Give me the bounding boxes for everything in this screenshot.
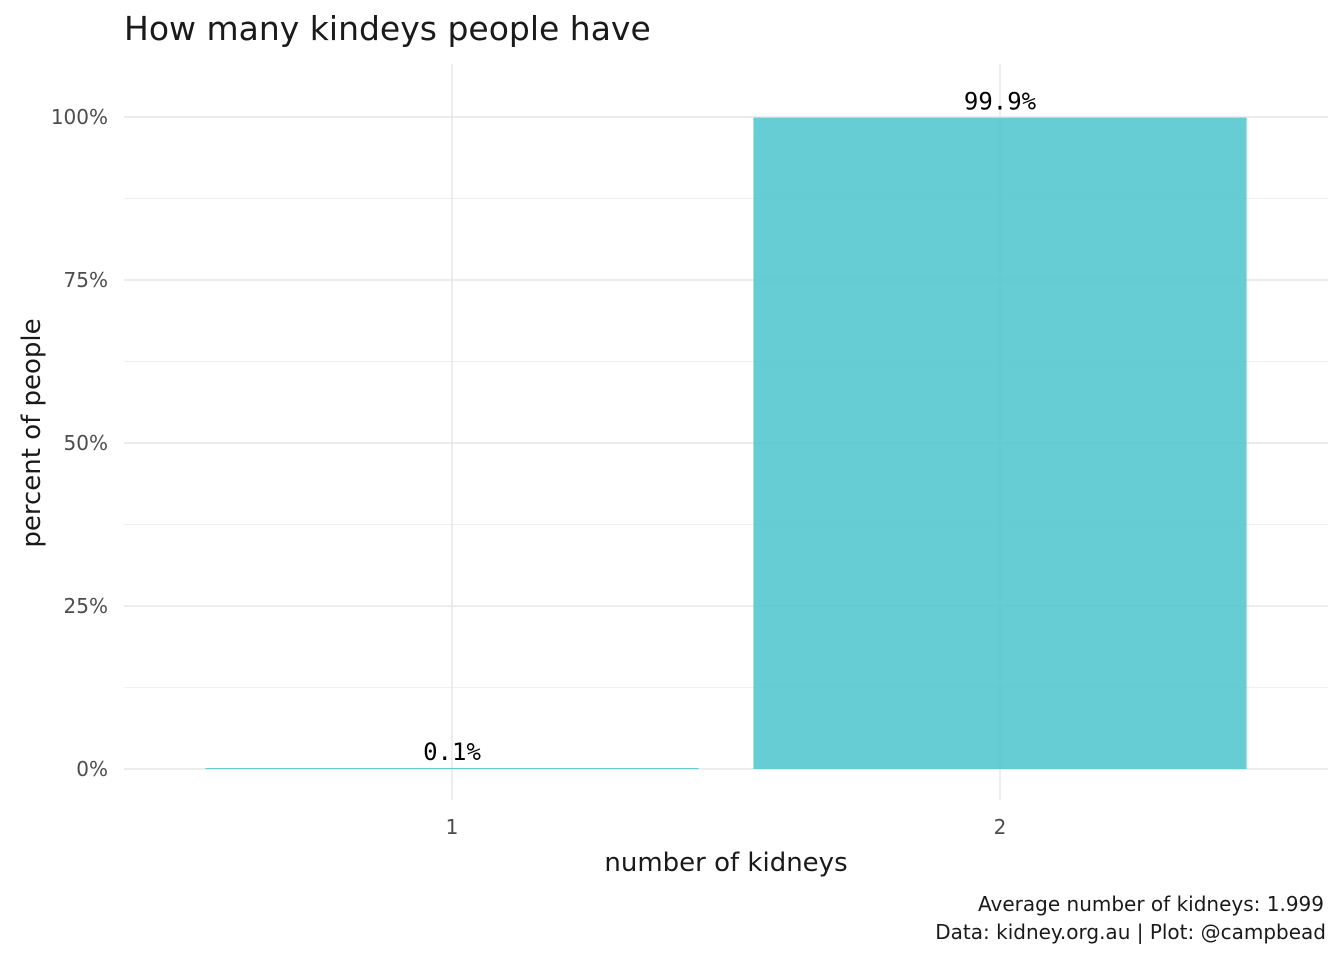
x-tick-label: 2 [994, 815, 1007, 839]
data-label: 0.1% [423, 738, 481, 766]
y-tick-label: 75% [64, 268, 108, 292]
y-tick-label: 0% [76, 757, 108, 781]
data-labels: 0.1% 99.9% [423, 88, 1037, 766]
x-tick-label: 1 [446, 815, 459, 839]
bar [753, 117, 1247, 770]
y-tick-label: 25% [64, 594, 108, 618]
data-label: 99.9% [964, 88, 1037, 116]
y-tick-label: 100% [51, 105, 108, 129]
caption-line-1: Average number of kidneys: 1.999 [978, 892, 1324, 916]
y-axis-label: percent of people [17, 318, 47, 547]
chart-title: How many kindeys people have [124, 9, 651, 48]
caption-line-2: Data: kidney.org.au | Plot: @campbead [935, 920, 1326, 944]
x-axis-label: number of kidneys [604, 848, 847, 878]
y-axis-ticks: 0% 25% 50% 75% 100% [51, 105, 108, 781]
bar [205, 768, 699, 769]
y-tick-label: 50% [64, 431, 108, 455]
bars [205, 117, 1247, 770]
